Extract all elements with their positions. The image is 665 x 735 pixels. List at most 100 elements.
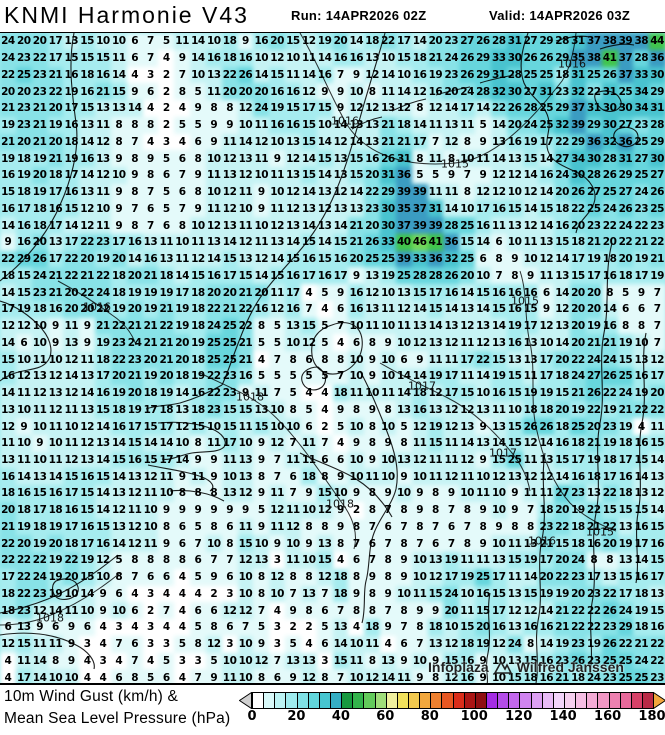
gust-value: 20: [571, 286, 585, 299]
gust-value: 16: [111, 420, 126, 433]
gust-value: 14: [48, 470, 63, 483]
gust-value: 11: [222, 454, 237, 466]
field-cell: [300, 66, 318, 84]
gust-value: 8: [257, 470, 265, 483]
colorbar-tick-label: 140: [549, 709, 577, 724]
gust-value: 30: [650, 68, 664, 81]
gust-value: 18: [618, 487, 633, 500]
gust-value: 15: [460, 387, 474, 399]
gust-value: 11: [412, 437, 427, 450]
gust-value: 15: [491, 303, 506, 316]
colorbar-tick-label: 180: [638, 709, 665, 724]
field-cell: [395, 66, 413, 84]
gust-value: 14: [238, 135, 253, 148]
gust-value: 12: [523, 186, 538, 199]
gust-value: 21: [586, 437, 601, 450]
field-cell: [316, 83, 334, 101]
gust-value: 23: [32, 68, 47, 81]
gust-value: 14: [428, 320, 443, 332]
gust-value: 11: [460, 604, 474, 617]
gust-value: 17: [539, 554, 554, 567]
gust-value: 10: [206, 420, 221, 433]
gust-value: 8: [431, 487, 439, 500]
gust-value: 14: [80, 169, 94, 182]
gust-value: 20: [586, 303, 601, 316]
gust-value: 11: [1, 437, 15, 450]
pressure-label: 1015: [586, 525, 614, 539]
gust-value: 7: [178, 169, 186, 182]
gust-value: 10: [381, 320, 395, 332]
gust-value: 16: [64, 68, 79, 81]
gust-value: 6: [384, 520, 392, 533]
gust-value: 26: [523, 52, 538, 65]
gust-value: 22: [491, 102, 506, 115]
gust-value: 13: [507, 621, 522, 634]
gust-value: 3: [226, 587, 233, 600]
pressure-label: 1016: [528, 534, 556, 548]
gust-value: 4: [321, 303, 328, 316]
gust-value: 32: [555, 119, 569, 132]
gust-value: 18: [16, 504, 31, 517]
gust-value: 20: [64, 571, 79, 584]
gust-value: 26: [460, 52, 474, 65]
gust-value: 7: [115, 638, 123, 651]
gust-value: 12: [301, 35, 316, 48]
gust-value: 21: [48, 269, 63, 282]
gust-value: 37: [396, 219, 411, 232]
gust-value: 19: [602, 403, 617, 416]
pressure-label: 1017: [408, 379, 436, 393]
gust-value: 22: [586, 504, 601, 517]
field-cell: [237, 83, 254, 101]
gust-value: 24: [523, 119, 538, 132]
gust-value: 6: [4, 621, 12, 634]
gust-value: 37: [618, 68, 633, 81]
field-cell: [316, 66, 334, 84]
gust-value: 9: [194, 169, 202, 182]
gust-value: 20: [444, 604, 459, 617]
gust-value: 18: [111, 286, 126, 299]
gust-value: 25: [634, 135, 649, 148]
gust-value: 15: [222, 420, 237, 433]
gust-value: 20: [571, 587, 585, 600]
gust-value: 13: [634, 353, 649, 366]
gust-value: 25: [460, 253, 474, 265]
gust-value: 24: [96, 286, 110, 299]
gust-value: 12: [460, 454, 474, 466]
gust-value: 20: [270, 35, 284, 48]
legend: 10m Wind Gust (km/h) & Mean Sea Level Pr…: [0, 685, 665, 735]
gust-value: 8: [368, 654, 376, 667]
gust-value: 8: [416, 102, 423, 115]
gust-value: 19: [127, 286, 142, 299]
gust-value: 12: [491, 470, 506, 483]
gust-value: 12: [127, 520, 142, 533]
gust-value: 4: [178, 621, 186, 634]
gust-value: 16: [634, 370, 649, 383]
gust-value: 16: [80, 152, 94, 165]
gust-value: 15: [555, 236, 569, 249]
gust-value: 3: [194, 654, 202, 667]
gust-value: 14: [539, 186, 554, 199]
gust-value: 8: [194, 437, 202, 450]
gust-value: 12: [650, 487, 664, 500]
gust-value: 10: [349, 353, 364, 366]
gust-value: 14: [476, 236, 490, 249]
gust-value: 20: [1, 85, 15, 98]
gust-value: 13: [286, 654, 300, 667]
gust-value: 15: [238, 403, 253, 416]
gust-value: 4: [131, 621, 138, 634]
gust-value: 8: [162, 520, 170, 533]
colorbar-segment: [474, 693, 486, 708]
gust-value: 19: [48, 571, 63, 584]
colorbar-segment: [253, 693, 264, 708]
colorbar-segment: [329, 693, 342, 708]
gust-value: 14: [1, 336, 15, 349]
gust-value: 28: [650, 119, 664, 132]
field-cell: [364, 33, 381, 51]
gust-value: 11: [286, 68, 300, 81]
gust-value: 7: [321, 587, 328, 600]
gust-value: 13: [80, 454, 94, 466]
gust-value: 5: [194, 119, 202, 132]
gust-value: 9: [352, 269, 360, 282]
gust-value: 30: [507, 52, 522, 65]
gust-value: 34: [571, 152, 585, 165]
